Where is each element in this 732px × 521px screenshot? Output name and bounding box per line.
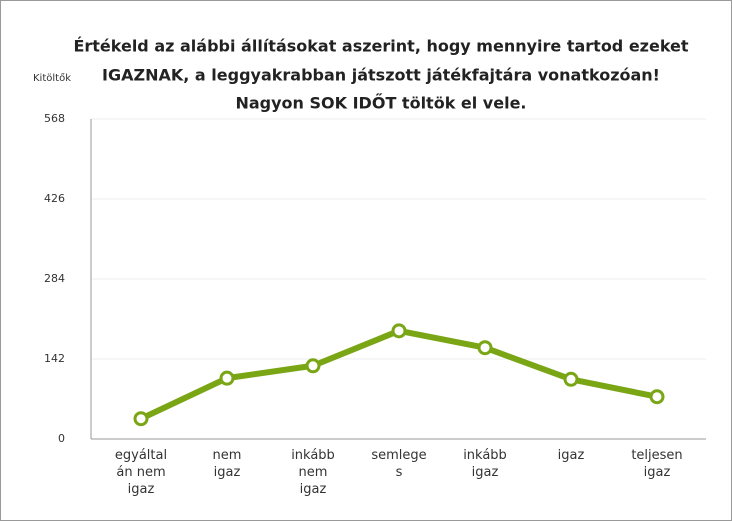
chart-title: Nagyon SOK IDŐT töltök el vele. <box>235 93 526 113</box>
x-tick-label: inkább igaz <box>463 448 507 480</box>
data-point <box>305 358 321 374</box>
y-tick-label: 284 <box>44 272 65 285</box>
y-tick-label: 426 <box>44 192 65 205</box>
x-tick-label: teljesen igaz <box>631 448 683 480</box>
chart-title: Értékeld az alábbi állításokat aszerint,… <box>73 37 688 56</box>
y-tick-label: 0 <box>58 432 65 445</box>
data-point <box>391 323 407 339</box>
x-tick-label: egyáltalán nem igaz <box>114 448 168 497</box>
y-tick-label: 568 <box>44 112 65 125</box>
x-tick-label: inkább nem igaz <box>291 448 335 497</box>
x-tick-label: nem igaz <box>212 448 242 480</box>
chart-title: IGAZNAK, a leggyakrabban játszott játékf… <box>102 66 660 85</box>
y-tick-label: 142 <box>44 352 65 365</box>
data-point <box>133 411 149 427</box>
series-line <box>139 327 658 422</box>
y-axis-label: Kitöltők <box>33 72 71 84</box>
data-point <box>477 340 493 356</box>
data-point <box>649 389 665 405</box>
x-tick-label: igaz <box>557 448 585 463</box>
x-tick-label: semleges <box>371 448 427 480</box>
data-point <box>563 371 579 387</box>
data-point <box>219 370 235 386</box>
